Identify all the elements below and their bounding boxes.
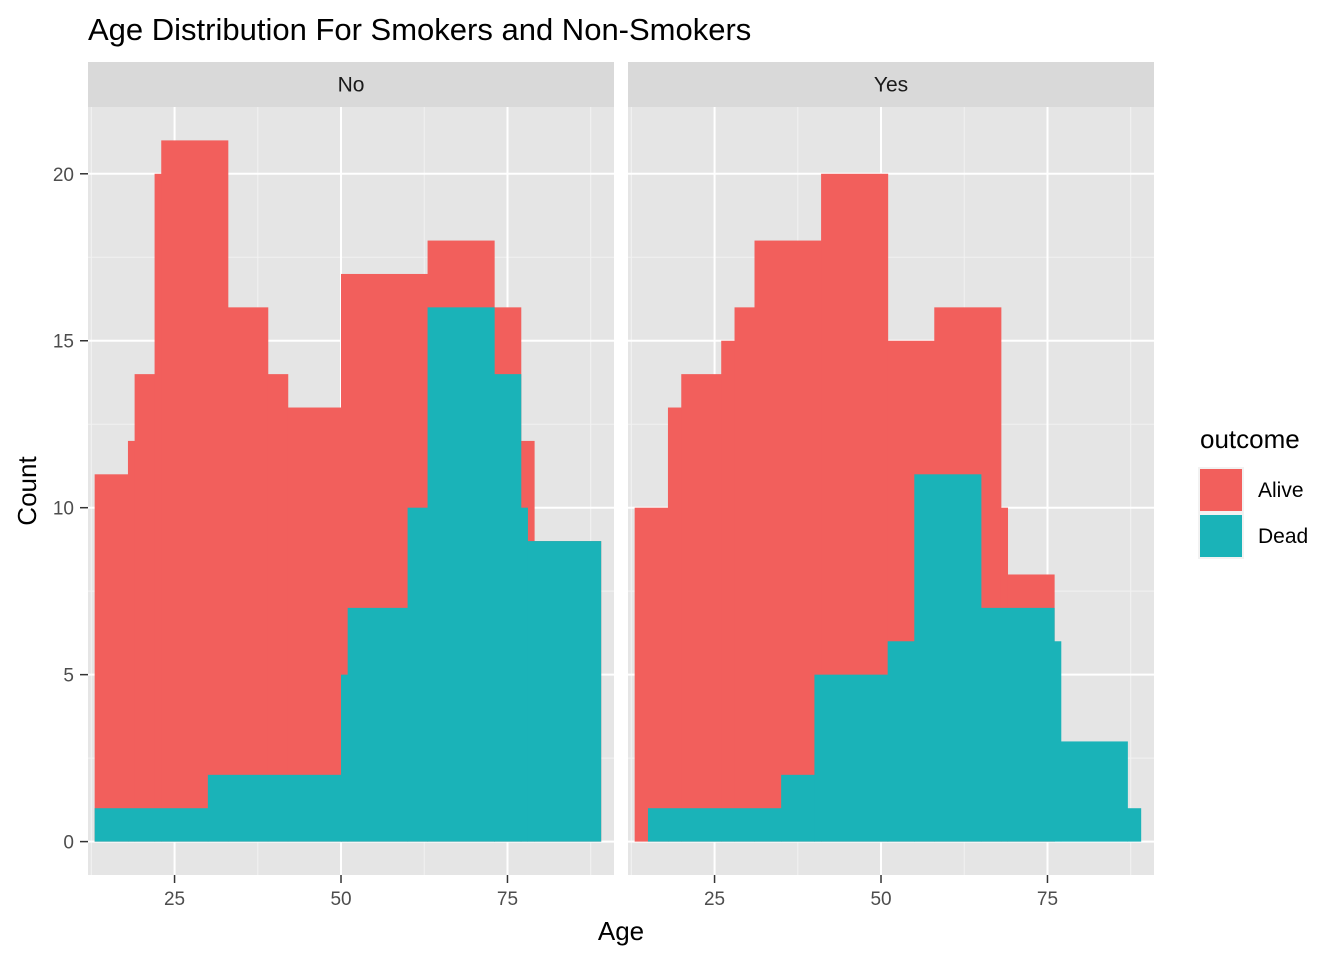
legend-item-label: Alive <box>1258 479 1304 502</box>
series-dead <box>94 307 602 842</box>
bar-dead <box>494 374 522 842</box>
legend-item-alive: Alive <box>1198 467 1304 513</box>
bar-alive <box>667 407 682 842</box>
bar-alive <box>161 140 229 842</box>
x-tick-label: 25 <box>704 889 725 910</box>
bar-alive <box>127 440 136 842</box>
legend: outcome Alive Dead <box>1198 424 1308 559</box>
bar-dead <box>1060 741 1128 842</box>
bar-dead <box>647 808 782 842</box>
bar-alive <box>734 307 756 842</box>
bar-dead <box>1054 641 1062 842</box>
y-tick-label: 5 <box>63 666 74 687</box>
x-axis-title: Age <box>598 916 644 946</box>
y-tick-label: 15 <box>53 332 74 353</box>
y-axis-title: Count <box>12 456 42 526</box>
chart-title: Age Distribution For Smokers and Non-Smo… <box>88 12 751 47</box>
bar-alive <box>287 407 342 842</box>
legend-key-swatch <box>1200 469 1242 511</box>
bar-alive <box>721 340 736 842</box>
x-tick-label: 50 <box>870 889 891 910</box>
bar-alive <box>94 474 129 842</box>
bar-dead <box>887 641 915 842</box>
bar-alive <box>134 374 156 842</box>
bar-alive <box>634 507 669 842</box>
bar-dead <box>814 674 889 842</box>
facet-strip-label: Yes <box>874 74 908 97</box>
bar-alive <box>267 374 289 842</box>
bar-dead <box>527 541 602 842</box>
legend-item-dead: Dead <box>1198 513 1308 559</box>
facet-strip <box>88 62 614 107</box>
bar-dead <box>407 507 429 842</box>
bar-alive <box>154 173 162 842</box>
bar-dead <box>94 808 209 842</box>
facet-panels: 0 5 10 15 20 No 25 50 75 Yes 25 50 75 <box>53 62 1154 910</box>
x-tick-label: 25 <box>164 889 185 910</box>
legend-item-label: Dead <box>1258 525 1308 548</box>
x-tick-label: 75 <box>1037 889 1058 910</box>
bar-dead <box>781 774 815 842</box>
x-tick-label: 75 <box>497 889 518 910</box>
facet-strip <box>628 62 1154 107</box>
y-tick-label: 10 <box>53 499 74 520</box>
panel-yes: Yes 25 50 75 <box>628 62 1154 910</box>
bar-dead <box>520 507 528 842</box>
facet-strip-label: No <box>338 74 365 97</box>
legend-key-swatch <box>1200 515 1242 557</box>
series-dead <box>647 474 1142 842</box>
bar-dead <box>914 474 982 842</box>
bar-dead <box>347 607 409 842</box>
y-tick-label: 0 <box>63 833 74 854</box>
bar-dead <box>427 307 495 842</box>
panel-no: No 25 50 75 <box>88 62 614 910</box>
bar-alive <box>754 240 822 842</box>
legend-title: outcome <box>1200 424 1300 454</box>
bar-alive <box>681 374 722 842</box>
bar-dead <box>980 607 1055 842</box>
bar-alive <box>227 307 269 842</box>
x-tick-label: 50 <box>330 889 351 910</box>
y-tick-label: 20 <box>53 165 74 186</box>
bar-dead <box>207 774 342 842</box>
bar-dead <box>1127 808 1142 842</box>
bar-dead <box>341 674 349 842</box>
